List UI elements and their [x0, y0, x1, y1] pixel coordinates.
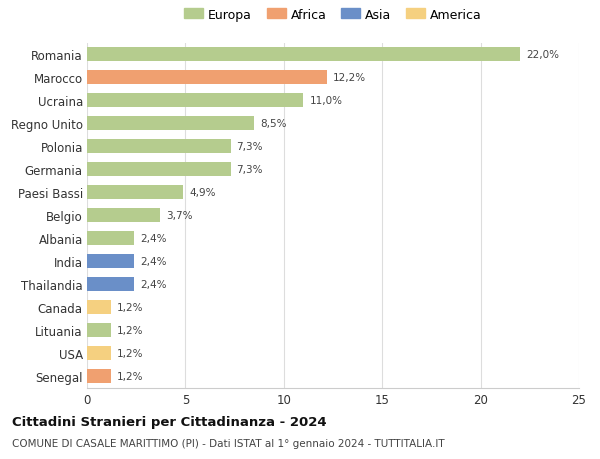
Text: 12,2%: 12,2% [333, 73, 366, 83]
Text: 22,0%: 22,0% [526, 50, 559, 60]
Bar [87, 255, 134, 269]
Text: 1,2%: 1,2% [116, 302, 143, 313]
Bar [87, 94, 304, 108]
Text: 8,5%: 8,5% [260, 119, 287, 129]
Bar [87, 186, 184, 200]
Text: Cittadini Stranieri per Cittadinanza - 2024: Cittadini Stranieri per Cittadinanza - 2… [12, 415, 326, 428]
Bar [87, 117, 254, 131]
Text: 1,2%: 1,2% [116, 371, 143, 381]
Bar [87, 48, 520, 62]
Text: 2,4%: 2,4% [140, 280, 167, 290]
Bar [87, 71, 327, 85]
Text: 7,3%: 7,3% [236, 142, 263, 152]
Bar [87, 278, 134, 291]
Bar [87, 209, 160, 223]
Text: 1,2%: 1,2% [116, 348, 143, 358]
Text: COMUNE DI CASALE MARITTIMO (PI) - Dati ISTAT al 1° gennaio 2024 - TUTTITALIA.IT: COMUNE DI CASALE MARITTIMO (PI) - Dati I… [12, 438, 445, 448]
Text: 4,9%: 4,9% [190, 188, 216, 198]
Legend: Europa, Africa, Asia, America: Europa, Africa, Asia, America [184, 9, 482, 22]
Bar [87, 301, 110, 314]
Bar [87, 163, 230, 177]
Bar [87, 232, 134, 246]
Text: 11,0%: 11,0% [310, 96, 343, 106]
Bar [87, 140, 230, 154]
Bar [87, 324, 110, 337]
Text: 3,7%: 3,7% [166, 211, 192, 221]
Text: 2,4%: 2,4% [140, 257, 167, 267]
Text: 1,2%: 1,2% [116, 325, 143, 336]
Text: 2,4%: 2,4% [140, 234, 167, 244]
Bar [87, 369, 110, 383]
Text: 7,3%: 7,3% [236, 165, 263, 175]
Bar [87, 347, 110, 360]
